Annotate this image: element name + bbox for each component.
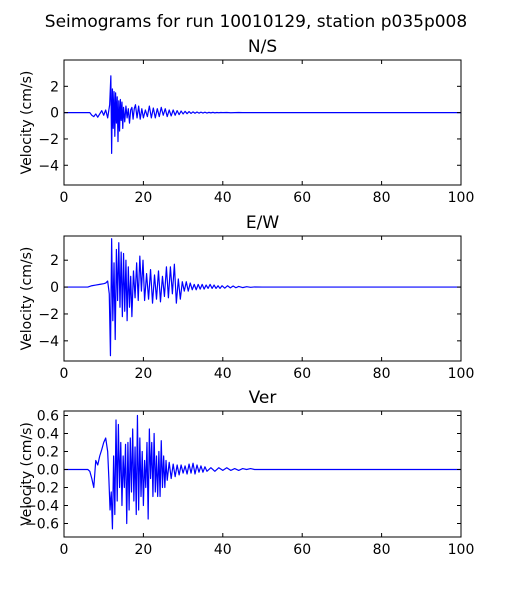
- axes-frame-ver: [63, 410, 462, 538]
- y-tick-label-ew: 0: [50, 280, 59, 296]
- y-tick-label-ns: 0: [50, 106, 59, 122]
- x-tick-label-ew: 100: [448, 366, 475, 382]
- y-axis-label-ew: Velocity (cm/s): [19, 247, 35, 351]
- x-tick-label-ver: 80: [373, 542, 391, 558]
- panel-ns: 0 20 40 60 80 100 −4 −2 0 2 N/S Velocity (cm/s): [19, 37, 474, 206]
- x-tick-label-ew: 80: [373, 366, 391, 382]
- panel-ew: 0 20 40 60 80 100 −4 −2 0 2 E/W Velocity (cm/s): [19, 213, 474, 382]
- y-tick-label-ew: −2: [38, 307, 59, 323]
- y-tick-label-ver: 0.0: [37, 463, 59, 479]
- series-line-ns: [64, 75, 461, 155]
- x-tick-label-ns: 40: [214, 190, 232, 206]
- y-tick-label-ver: 0.2: [37, 445, 59, 461]
- x-tick-label-ew: 0: [60, 366, 69, 382]
- x-tick-label-ns: 0: [60, 190, 69, 206]
- panel-title-ew: E/W: [246, 213, 279, 233]
- y-axis-label-ver: Velocity (cm/s): [19, 422, 35, 526]
- x-tick-label-ver: 0: [60, 542, 69, 558]
- x-tick-label-ew: 60: [293, 366, 311, 382]
- y-tick-label-ver: −0.6: [25, 517, 59, 533]
- x-tick-label-ver: 20: [134, 542, 152, 558]
- axes-frame-ew: [63, 235, 462, 362]
- y-tick-label-ns: 2: [50, 79, 59, 95]
- y-tick-label-ew: −4: [38, 334, 59, 350]
- x-tick-label-ver: 40: [214, 542, 232, 558]
- x-tick-label-ns: 100: [448, 190, 475, 206]
- y-tick-label-ver: 0.6: [37, 409, 59, 425]
- y-tick-label-ver: −0.4: [25, 499, 59, 515]
- y-tick-label-ew: 2: [50, 253, 59, 269]
- y-axis-label-ns: Velocity (cm/s): [19, 71, 35, 175]
- panel-title-ver: Ver: [249, 388, 277, 408]
- panel-ver: 0 20 40 60 80 100 −0.6 −0.4 −0.2 0.0 0.2 0.4 0.6 Ver V…: [19, 388, 474, 558]
- figure-title: Seimograms for run 10010129, station p03…: [45, 12, 467, 32]
- series-line-ew: [64, 238, 461, 357]
- axes-frame-ns: [63, 59, 462, 186]
- x-tick-label-ew: 40: [214, 366, 232, 382]
- x-tick-label-ver: 100: [448, 542, 475, 558]
- y-tick-label-ver: 0.4: [37, 427, 59, 443]
- y-tick-label-ns: −2: [38, 132, 59, 148]
- y-tick-label-ver: −0.2: [25, 481, 59, 497]
- panel-title-ns: N/S: [248, 37, 277, 57]
- x-tick-label-ew: 20: [134, 366, 152, 382]
- x-tick-label-ns: 20: [134, 190, 152, 206]
- x-tick-label-ns: 80: [373, 190, 391, 206]
- x-tick-label-ns: 60: [293, 190, 311, 206]
- y-tick-label-ns: −4: [38, 158, 59, 174]
- series-line-ver: [64, 414, 461, 530]
- x-tick-label-ver: 60: [293, 542, 311, 558]
